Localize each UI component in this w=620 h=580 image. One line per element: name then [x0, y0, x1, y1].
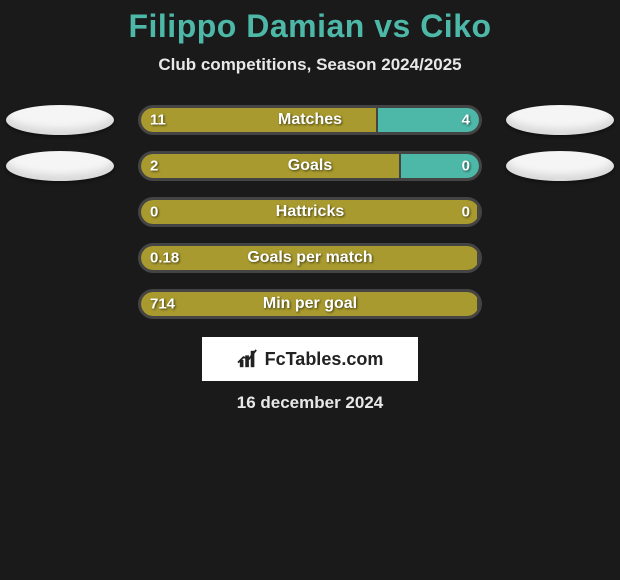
stat-right-value: 0: [462, 158, 470, 175]
subtitle: Club competitions, Season 2024/2025: [0, 55, 620, 75]
player-badge-right: [506, 151, 614, 181]
stat-row: 2 Goals 0: [0, 151, 620, 181]
stat-right-value: 0: [462, 204, 470, 221]
player-badge-left: [6, 105, 114, 135]
stat-row: 11 Matches 4: [0, 105, 620, 135]
source-box: FcTables.com: [202, 337, 418, 381]
player-badge-left: [6, 151, 114, 181]
stat-label: Goals: [288, 157, 332, 175]
stat-label: Matches: [278, 111, 342, 129]
page-title: Filippo Damian vs Ciko: [0, 8, 620, 45]
stat-left-value: 0: [150, 204, 158, 221]
stats-area: 11 Matches 4 2 Goals 0 0 Hattricks 0 0.18 Goals pe…: [0, 105, 620, 319]
stat-left-value: 0.18: [150, 250, 179, 267]
source-text: FcTables.com: [265, 349, 384, 370]
stat-label: Min per goal: [263, 295, 357, 313]
stat-left-value: 2: [150, 158, 158, 175]
stat-row: 0 Hattricks 0: [0, 197, 620, 227]
stat-label: Hattricks: [276, 203, 344, 221]
chart-icon: [237, 349, 259, 369]
stat-left-value: 11: [150, 112, 166, 129]
stat-right-value: 4: [462, 112, 470, 129]
stat-bar-left: [141, 108, 378, 132]
stat-row: 0.18 Goals per match: [0, 243, 620, 273]
stat-bar-left: [141, 154, 401, 178]
player-badge-right: [506, 105, 614, 135]
stat-label: Goals per match: [247, 249, 372, 267]
comparison-infographic: Filippo Damian vs Ciko Club competitions…: [0, 0, 620, 413]
stat-row: 714 Min per goal: [0, 289, 620, 319]
stat-left-value: 714: [150, 296, 175, 313]
date-text: 16 december 2024: [0, 393, 620, 413]
